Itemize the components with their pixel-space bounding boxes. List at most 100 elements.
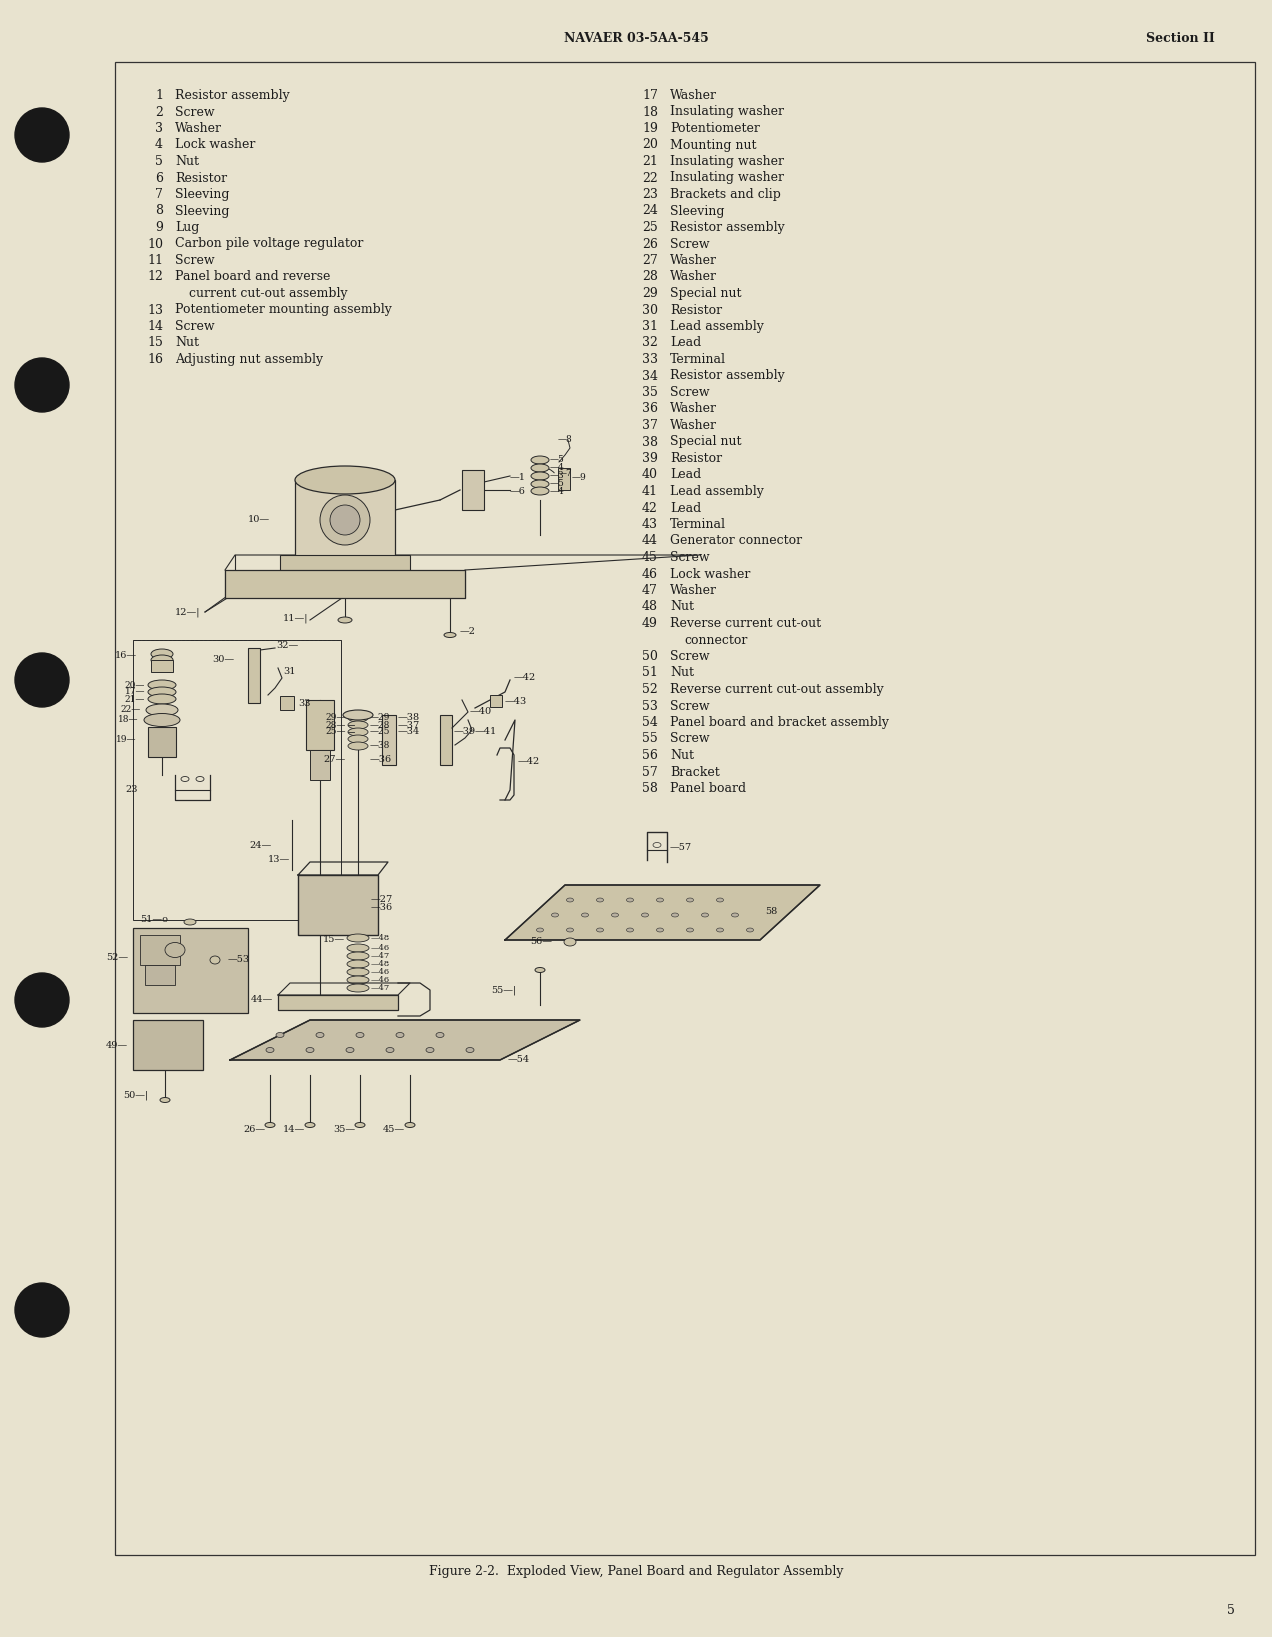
Circle shape [15, 653, 69, 707]
Ellipse shape [563, 938, 576, 946]
Text: Adjusting nut assembly: Adjusting nut assembly [176, 354, 323, 367]
Text: —46: —46 [371, 967, 391, 976]
Text: Potentiometer: Potentiometer [670, 123, 759, 134]
Bar [558, 468, 570, 489]
Text: 48: 48 [642, 601, 658, 614]
Text: —27: —27 [371, 895, 393, 905]
Text: 9: 9 [155, 221, 163, 234]
Text: —36: —36 [370, 756, 392, 764]
Text: 22—: 22— [121, 706, 141, 714]
Ellipse shape [347, 976, 369, 984]
Text: Washer: Washer [670, 403, 717, 416]
Text: Resistor: Resistor [176, 172, 228, 185]
Ellipse shape [356, 1033, 364, 1038]
Text: —47: —47 [371, 953, 391, 959]
Text: Lug: Lug [176, 221, 200, 234]
Ellipse shape [581, 913, 589, 917]
Text: 19—: 19— [116, 735, 136, 745]
Text: 50: 50 [642, 650, 658, 663]
Ellipse shape [349, 735, 368, 743]
Text: Resistor: Resistor [670, 303, 722, 316]
Text: 18—: 18— [117, 715, 137, 725]
Text: 45—: 45— [383, 1126, 404, 1134]
Text: 26: 26 [642, 237, 658, 250]
Text: 52: 52 [642, 683, 658, 696]
Text: —40: —40 [469, 707, 492, 717]
Ellipse shape [687, 899, 693, 902]
Text: Lock washer: Lock washer [670, 568, 750, 581]
Ellipse shape [537, 928, 543, 931]
Ellipse shape [347, 935, 369, 941]
Text: Nut: Nut [670, 666, 695, 679]
Text: 55—|: 55—| [491, 985, 516, 995]
Text: Lead assembly: Lead assembly [670, 485, 764, 498]
Text: 31: 31 [282, 668, 295, 676]
Text: —7: —7 [558, 468, 572, 478]
Bar [114, 62, 1255, 1555]
Ellipse shape [444, 632, 455, 637]
Bar [310, 750, 329, 779]
Text: —4: —4 [550, 463, 565, 473]
Text: 1: 1 [155, 88, 163, 101]
Ellipse shape [597, 899, 603, 902]
Text: 44—: 44— [251, 995, 273, 1005]
Ellipse shape [146, 704, 178, 715]
Text: 31: 31 [642, 319, 658, 332]
Text: —6: —6 [510, 486, 525, 496]
Text: 7: 7 [155, 188, 163, 201]
Ellipse shape [321, 494, 370, 545]
Text: Reverse current cut-out assembly: Reverse current cut-out assembly [670, 683, 884, 696]
Text: Lock washer: Lock washer [176, 139, 256, 152]
Text: 5: 5 [155, 156, 163, 169]
Text: 20—: 20— [125, 681, 145, 689]
Ellipse shape [656, 928, 664, 931]
Text: 54: 54 [642, 715, 658, 728]
Text: 24—: 24— [249, 840, 272, 850]
Text: 5: 5 [1227, 1604, 1235, 1616]
Ellipse shape [436, 1033, 444, 1038]
Ellipse shape [404, 1123, 415, 1128]
Text: 46: 46 [642, 568, 658, 581]
Text: 18: 18 [642, 105, 658, 118]
Text: Sleeving: Sleeving [176, 205, 229, 218]
Polygon shape [230, 1020, 580, 1061]
Text: 10—: 10— [248, 516, 270, 524]
Text: 30—: 30— [212, 655, 234, 665]
Text: Screw: Screw [176, 319, 215, 332]
Ellipse shape [347, 984, 369, 992]
Text: 45: 45 [642, 552, 658, 565]
Bar [298, 876, 378, 935]
Text: 12—|: 12—| [174, 607, 200, 617]
Text: Nut: Nut [176, 156, 198, 169]
Text: —57: —57 [670, 843, 692, 853]
Ellipse shape [385, 1048, 394, 1053]
Ellipse shape [627, 899, 633, 902]
Text: 20: 20 [642, 139, 658, 152]
Text: Insulating washer: Insulating washer [670, 172, 784, 185]
Text: Washer: Washer [670, 254, 717, 267]
Bar [280, 555, 410, 573]
Bar [151, 660, 173, 673]
Bar [279, 995, 398, 1010]
Text: —46: —46 [371, 976, 391, 984]
Text: Potentiometer mounting assembly: Potentiometer mounting assembly [176, 303, 392, 316]
Bar [148, 727, 176, 756]
Ellipse shape [747, 928, 753, 931]
Text: 32—: 32— [276, 642, 298, 650]
Ellipse shape [266, 1048, 273, 1053]
Text: Sleeving: Sleeving [176, 188, 229, 201]
Ellipse shape [530, 463, 550, 471]
Text: —2: —2 [460, 627, 476, 637]
Ellipse shape [530, 471, 550, 480]
Text: 35—: 35— [333, 1126, 355, 1134]
Text: Lead: Lead [670, 337, 701, 350]
Text: Terminal: Terminal [670, 354, 726, 367]
Text: 47: 47 [642, 584, 658, 598]
Text: —34: —34 [398, 727, 420, 737]
Text: 52—: 52— [106, 953, 128, 963]
Bar [134, 640, 341, 920]
Text: 24: 24 [642, 205, 658, 218]
Bar [295, 480, 396, 560]
Text: —37: —37 [398, 720, 420, 730]
Text: 29: 29 [642, 286, 658, 300]
